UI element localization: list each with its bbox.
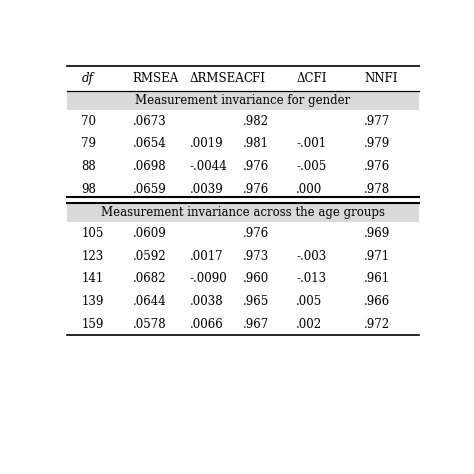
Text: .0578: .0578 [133, 318, 166, 330]
Text: 88: 88 [82, 160, 96, 173]
Text: .966: .966 [364, 295, 391, 308]
Text: .0592: .0592 [133, 250, 166, 263]
Text: 139: 139 [82, 295, 104, 308]
Text: .976: .976 [243, 227, 269, 240]
Text: .0019: .0019 [190, 137, 223, 150]
Text: -.0090: -.0090 [190, 272, 228, 285]
Text: .961: .961 [364, 272, 390, 285]
Text: .981: .981 [243, 137, 269, 150]
Text: ΔCFI: ΔCFI [296, 72, 327, 85]
Text: df: df [82, 72, 93, 85]
Text: .960: .960 [243, 272, 269, 285]
Text: NNFI: NNFI [364, 72, 398, 85]
Text: 98: 98 [82, 182, 96, 195]
Text: .0609: .0609 [133, 227, 166, 240]
Text: .005: .005 [296, 295, 322, 308]
Text: .977: .977 [364, 115, 391, 128]
Text: .002: .002 [296, 318, 322, 330]
Text: 105: 105 [82, 227, 104, 240]
Text: -.005: -.005 [296, 160, 327, 173]
Text: Measurement invariance for gender: Measurement invariance for gender [135, 94, 351, 107]
Text: -.001: -.001 [296, 137, 326, 150]
Text: .0682: .0682 [133, 272, 166, 285]
Text: .969: .969 [364, 227, 391, 240]
Text: .971: .971 [364, 250, 390, 263]
Text: 141: 141 [82, 272, 103, 285]
Text: -.003: -.003 [296, 250, 327, 263]
Text: CFI: CFI [243, 72, 265, 85]
Text: .978: .978 [364, 182, 390, 195]
Text: Measurement invariance across the age groups: Measurement invariance across the age gr… [101, 206, 385, 219]
Text: .976: .976 [364, 160, 391, 173]
Text: .979: .979 [364, 137, 391, 150]
Text: .0038: .0038 [190, 295, 223, 308]
Text: .0644: .0644 [133, 295, 166, 308]
Text: .976: .976 [243, 182, 269, 195]
Text: .982: .982 [243, 115, 269, 128]
Text: 70: 70 [82, 115, 96, 128]
Text: -.013: -.013 [296, 272, 326, 285]
Text: ΔRMSEA: ΔRMSEA [190, 72, 245, 85]
Text: .976: .976 [243, 160, 269, 173]
Text: .0673: .0673 [133, 115, 166, 128]
Text: .972: .972 [364, 318, 390, 330]
Text: 159: 159 [82, 318, 104, 330]
FancyBboxPatch shape [66, 203, 419, 222]
Text: .967: .967 [243, 318, 269, 330]
Text: 123: 123 [82, 250, 103, 263]
Text: .0698: .0698 [133, 160, 166, 173]
Text: RMSEA: RMSEA [133, 72, 179, 85]
Text: .0017: .0017 [190, 250, 223, 263]
Text: .0654: .0654 [133, 137, 166, 150]
Text: -.0044: -.0044 [190, 160, 228, 173]
Text: .0066: .0066 [190, 318, 223, 330]
Text: .000: .000 [296, 182, 322, 195]
Text: 79: 79 [82, 137, 96, 150]
Text: .0039: .0039 [190, 182, 223, 195]
Text: .0659: .0659 [133, 182, 166, 195]
Text: .973: .973 [243, 250, 269, 263]
FancyBboxPatch shape [66, 91, 419, 110]
Text: .965: .965 [243, 295, 269, 308]
